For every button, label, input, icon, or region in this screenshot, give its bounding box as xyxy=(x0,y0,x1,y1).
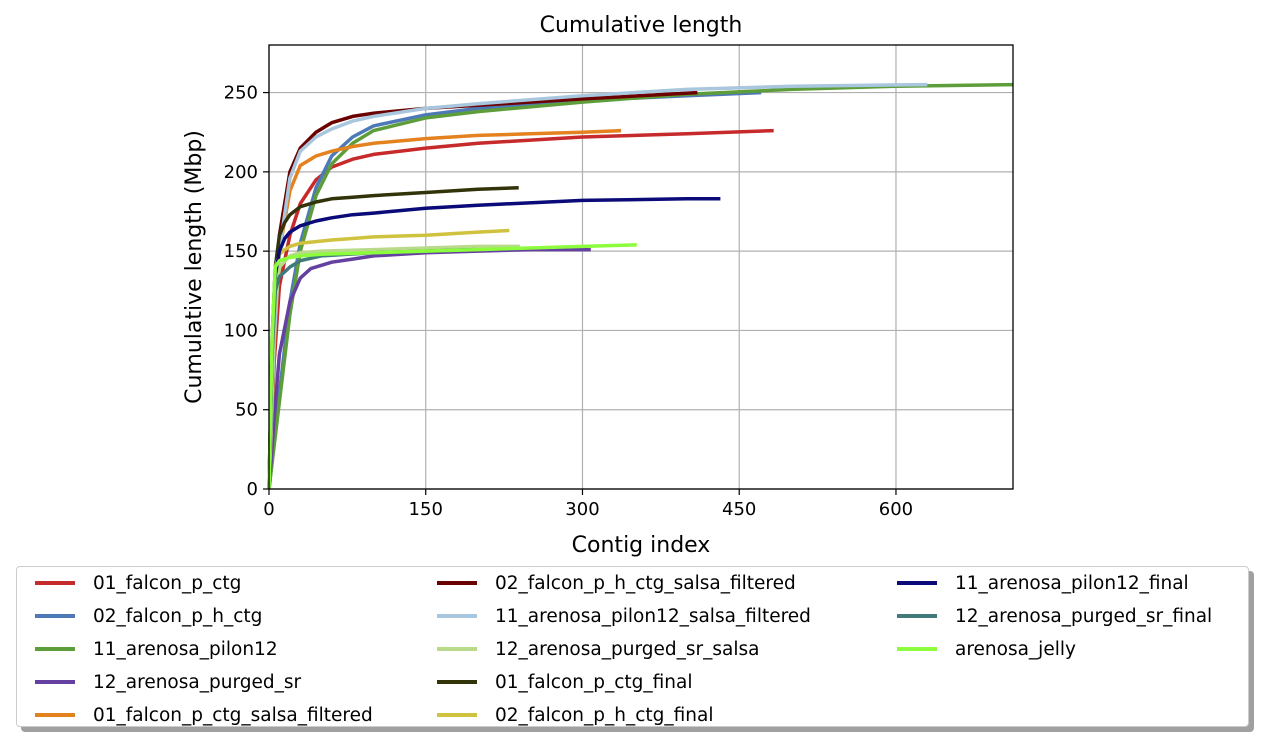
legend-swatch xyxy=(897,647,937,651)
legend-label: arenosa_jelly xyxy=(955,638,1076,660)
x-tick-label: 450 xyxy=(722,499,756,520)
y-tick-label: 150 xyxy=(224,241,258,262)
legend-label: 01_falcon_p_ctg_salsa_filtered xyxy=(93,704,373,726)
plot-frame xyxy=(268,44,1014,490)
legend: 01_falcon_p_ctg 02_falcon_p_h_ctg 11_areno… xyxy=(16,566,1249,727)
x-axis-ticks: 0 150 300 450 600 xyxy=(263,489,913,520)
legend-swatch xyxy=(437,713,477,717)
legend-label: 01_falcon_p_ctg_final xyxy=(495,671,693,693)
y-tick-label: 0 xyxy=(247,479,258,500)
legend-swatch xyxy=(35,614,75,618)
legend-swatch xyxy=(35,680,75,684)
legend-label: 11_arenosa_pilon12 xyxy=(93,638,278,660)
legend-swatch xyxy=(437,614,477,618)
chart-title: Cumulative length xyxy=(540,13,743,38)
legend-label: 12_arenosa_purged_sr_final xyxy=(955,605,1213,627)
series-line-01-falcon-p-ctg xyxy=(267,128,774,490)
legend-item: arenosa_jelly xyxy=(897,636,1076,662)
legend-item: 02_falcon_p_h_ctg_final xyxy=(437,702,714,728)
y-tick-label: 50 xyxy=(235,400,258,421)
legend-swatch xyxy=(437,581,477,585)
x-tick-label: 300 xyxy=(565,499,599,520)
legend-label: 02_falcon_p_h_ctg xyxy=(93,605,263,627)
legend-item: 02_falcon_p_h_ctg_salsa_filtered xyxy=(437,570,796,596)
legend-item: 12_arenosa_purged_sr_final xyxy=(897,603,1212,629)
series-line-02-falcon-p-h-ctg-final xyxy=(267,228,510,490)
legend-item: 01_falcon_p_ctg_salsa_filtered xyxy=(35,702,373,728)
legend-item: 11_arenosa_pilon12_final xyxy=(897,570,1189,596)
legend-swatch xyxy=(437,680,477,684)
legend-item: 11_arenosa_pilon12_salsa_filtered xyxy=(437,603,811,629)
x-tick-label: 0 xyxy=(263,499,274,520)
legend-label: 02_falcon_p_h_ctg_final xyxy=(495,704,714,726)
y-tick-label: 100 xyxy=(224,320,258,341)
x-tick-label: 150 xyxy=(409,499,443,520)
y-tick-label: 200 xyxy=(224,162,258,183)
legend-item: 12_arenosa_purged_sr xyxy=(35,669,301,695)
legend-item: 11_arenosa_pilon12 xyxy=(35,636,278,662)
series-lines xyxy=(267,82,1014,490)
series-line-12-arenosa-purged-sr xyxy=(267,247,591,490)
legend-label: 12_arenosa_purged_sr_salsa xyxy=(495,638,760,660)
legend-swatch xyxy=(35,581,75,585)
legend-swatch xyxy=(897,581,937,585)
legend-swatch xyxy=(35,713,75,717)
legend-label: 01_falcon_p_ctg xyxy=(93,572,242,594)
legend-swatch xyxy=(897,614,937,618)
y-axis-label: Cumulative length (Mbp) xyxy=(182,130,207,404)
legend-label: 02_falcon_p_h_ctg_salsa_filtered xyxy=(495,572,796,594)
legend-label: 12_arenosa_purged_sr xyxy=(93,671,302,693)
series-line-arenosa-jelly xyxy=(267,243,637,490)
legend-swatch xyxy=(437,647,477,651)
legend-label: 11_arenosa_pilon12_salsa_filtered xyxy=(495,605,811,627)
series-line-11-arenosa-pilon12-final xyxy=(267,197,721,490)
y-axis-ticks: 0 50 100 150 200 250 xyxy=(224,83,269,500)
legend-item: 01_falcon_p_ctg_final xyxy=(437,669,693,695)
y-tick-label: 250 xyxy=(224,83,258,104)
x-axis-label: Contig index xyxy=(572,533,711,558)
chart: Cumulative length 0 150 300 450 600 0 50 100 15… xyxy=(182,13,1014,558)
legend-item: 12_arenosa_purged_sr_salsa xyxy=(437,636,759,662)
series-line-12-arenosa-purged-sr-salsa xyxy=(267,244,520,490)
legend-swatch xyxy=(35,647,75,651)
legend-label: 11_arenosa_pilon12_final xyxy=(955,572,1189,594)
series-line-12-arenosa-purged-sr-final xyxy=(267,247,475,490)
series-line-11-arenosa-pilon12 xyxy=(267,82,1014,490)
x-tick-label: 600 xyxy=(879,499,913,520)
legend-item: 02_falcon_p_h_ctg xyxy=(35,603,262,629)
legend-item: 01_falcon_p_ctg xyxy=(35,570,241,596)
